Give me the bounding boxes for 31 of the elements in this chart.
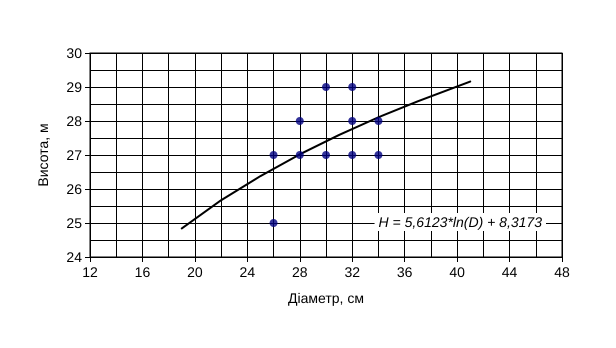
x-tick-label: 16 [134,264,150,280]
point [322,83,330,91]
x-tick-label: 12 [82,264,98,280]
x-tick-label: 28 [292,264,308,280]
annotation: H = 5,6123*ln(D) + 8,3173 [378,214,542,230]
point [374,151,382,159]
x-tick-label: 48 [554,264,570,280]
x-tick-label: 24 [240,264,256,280]
x-tick-label: 32 [344,264,360,280]
point [270,219,278,227]
point [374,117,382,125]
y-tick-label: 24 [66,249,82,265]
y-tick-label: 27 [66,147,82,163]
point [270,151,278,159]
y-axis-title: Висота, м [35,123,51,187]
y-tick-label: 25 [66,215,82,231]
y-tick-label: 30 [66,45,82,61]
point [348,117,356,125]
y-tick-label: 28 [66,113,82,129]
point [296,117,304,125]
y-tick-label: 26 [66,181,82,197]
point [296,151,304,159]
y-tick-label: 29 [66,79,82,95]
x-axis-title: Діаметр, см [288,290,364,306]
x-tick-label: 44 [502,264,518,280]
point [322,151,330,159]
x-tick-label: 20 [187,264,203,280]
point [348,83,356,91]
x-tick-label: 40 [449,264,466,280]
point [348,151,356,159]
x-tick-label: 36 [396,264,413,280]
